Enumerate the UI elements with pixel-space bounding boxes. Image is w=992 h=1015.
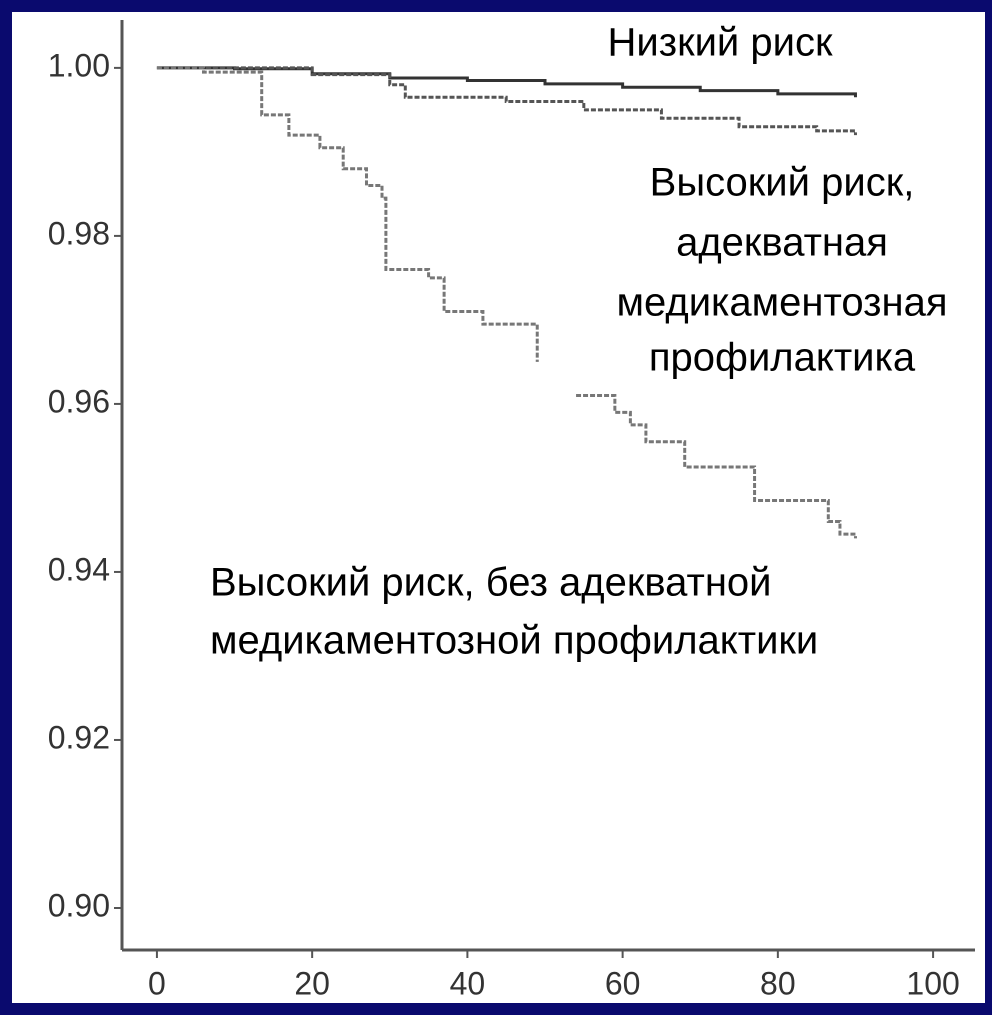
x-tick-label: 40 — [450, 965, 486, 1001]
annotation: Низкий риск — [608, 21, 833, 65]
annotation: профилактика — [649, 336, 916, 380]
y-tick-label: 0.94 — [48, 551, 110, 587]
y-tick-label: 0.98 — [48, 215, 110, 251]
y-tick-label: 0.96 — [48, 383, 110, 419]
y-tick-label: 1.00 — [48, 47, 110, 83]
survival-line — [156, 66, 857, 539]
annotation: Высокий риск, без адекватной — [210, 561, 772, 605]
x-tick-label: 0 — [148, 965, 166, 1001]
annotation: Высокий риск, — [650, 161, 915, 205]
y-tick-label: 0.90 — [48, 887, 110, 923]
annotation: адекватная — [676, 221, 888, 265]
x-tick-label: 60 — [605, 965, 641, 1001]
plot-background — [12, 12, 985, 1003]
annotation: медикаментозная — [616, 281, 947, 325]
y-tick-label: 0.92 — [48, 719, 110, 755]
x-tick-label: 80 — [760, 965, 796, 1001]
x-tick-label: 20 — [294, 965, 330, 1001]
annotation: медикаментозной профилактики — [210, 619, 818, 663]
survival-line — [156, 66, 857, 136]
x-tick-label: 100 — [906, 965, 959, 1001]
